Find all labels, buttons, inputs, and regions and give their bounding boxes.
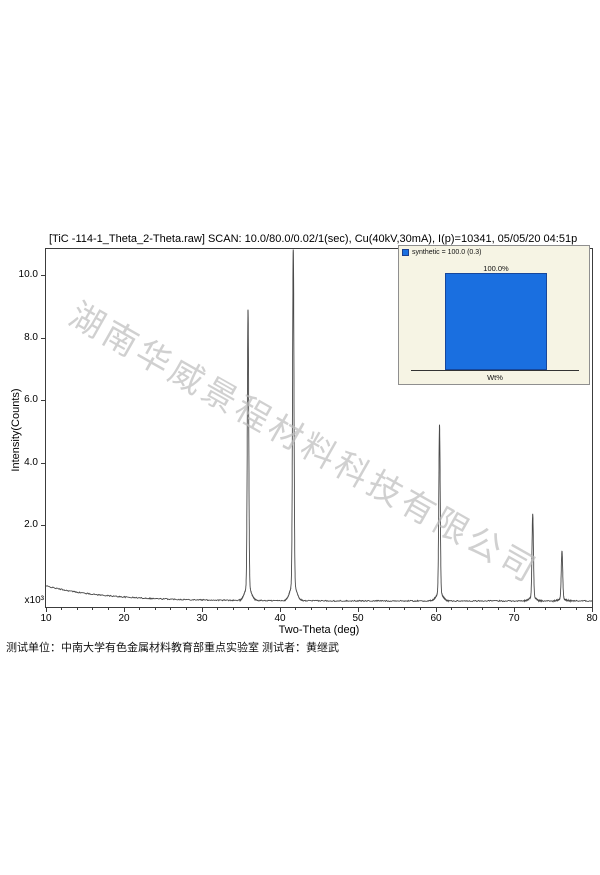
legend-label: synthetic = 100.0 (0.3) <box>412 249 482 256</box>
xrd-trace-svg <box>46 249 592 603</box>
x-tick-mark-minor <box>575 608 577 610</box>
chart-title: [TiC -114-1_Theta_2-Theta.raw] SCAN: 10.… <box>49 233 578 245</box>
x-tick-label: 70 <box>508 613 520 624</box>
x-tick-mark-minor <box>92 608 94 610</box>
x-tick-mark-minor <box>497 608 499 610</box>
x-tick-mark-minor <box>529 608 531 610</box>
x-tick-mark-major <box>45 608 47 612</box>
y-tick-label: 10.0 <box>18 269 38 280</box>
y-tick-mark <box>41 525 45 526</box>
x-tick-mark-minor <box>388 608 390 610</box>
x-tick-mark-major <box>201 608 203 612</box>
y-tick-label: 6.0 <box>24 394 38 405</box>
x-tick-mark-minor <box>263 608 265 610</box>
wt-bar <box>445 273 547 370</box>
x-tick-mark-minor <box>217 608 219 610</box>
x-tick-mark-minor <box>232 608 234 610</box>
x-tick-mark-minor <box>248 608 250 610</box>
x-tick-mark-minor <box>326 608 328 610</box>
wt-bar-value-label: 100.0% <box>483 264 509 273</box>
x-tick-mark-minor <box>404 608 406 610</box>
x-tick-mark-major <box>123 608 125 612</box>
x-tick-mark-minor <box>185 608 187 610</box>
y-tick-label: 4.0 <box>24 456 38 468</box>
legend-color-swatch-icon <box>402 249 409 256</box>
y-tick-mark <box>41 462 45 464</box>
x-tick-mark-minor <box>560 608 562 610</box>
x-axis-label: Two-Theta (deg) <box>278 624 360 636</box>
footer-note: 测试单位：中南大学有色金属材料教育部重点实验室 测试者：黄继武 <box>6 642 340 654</box>
x-tick-mark-minor <box>373 608 375 610</box>
x-tick-mark-major <box>279 608 281 612</box>
x-tick-mark-minor <box>341 608 343 610</box>
x-tick-label: 80 <box>586 613 598 624</box>
x-tick-mark-minor <box>76 608 78 610</box>
x-tick-mark-minor <box>170 608 172 610</box>
x-tick-label: 50 <box>352 613 364 624</box>
x-tick-mark-minor <box>310 608 312 610</box>
x-tick-mark-minor <box>482 608 484 610</box>
x-tick-label: 40 <box>274 613 286 624</box>
y-tick-mark <box>41 275 45 276</box>
x-tick-mark-minor <box>107 608 109 610</box>
y-multiplier-label: x10³ <box>24 595 44 606</box>
x-tick-mark-minor <box>139 608 141 610</box>
x-tick-mark-major <box>357 608 359 612</box>
x-tick-mark-minor <box>154 608 156 610</box>
x-tick-label: 10 <box>40 613 52 624</box>
x-tick-mark-major <box>591 608 593 612</box>
x-tick-mark-minor <box>451 608 453 610</box>
y-tick-label: 8.0 <box>24 331 38 343</box>
x-tick-mark-major <box>435 608 437 612</box>
x-tick-mark-minor <box>544 608 546 610</box>
y-tick-mark <box>41 400 45 401</box>
xrd-trace <box>46 249 592 603</box>
x-tick-mark-minor <box>466 608 468 610</box>
x-tick-mark-minor <box>61 608 63 610</box>
inset-legend: synthetic = 100.0 (0.3) <box>402 248 481 257</box>
wt-axis-label: Wt% <box>487 373 503 382</box>
y-tick-label: 2.0 <box>24 519 38 530</box>
wt-axis-line <box>411 370 579 371</box>
x-tick-label: 30 <box>196 613 208 624</box>
x-tick-label: 60 <box>430 613 442 624</box>
wt-percent-inset: synthetic = 100.0 (0.3) 100.0% Wt% <box>398 245 590 385</box>
y-tick-mark <box>41 337 45 339</box>
x-tick-mark-minor <box>295 608 297 610</box>
x-tick-mark-minor <box>419 608 421 610</box>
x-tick-label: 20 <box>118 613 130 624</box>
x-tick-mark-major <box>513 608 515 612</box>
